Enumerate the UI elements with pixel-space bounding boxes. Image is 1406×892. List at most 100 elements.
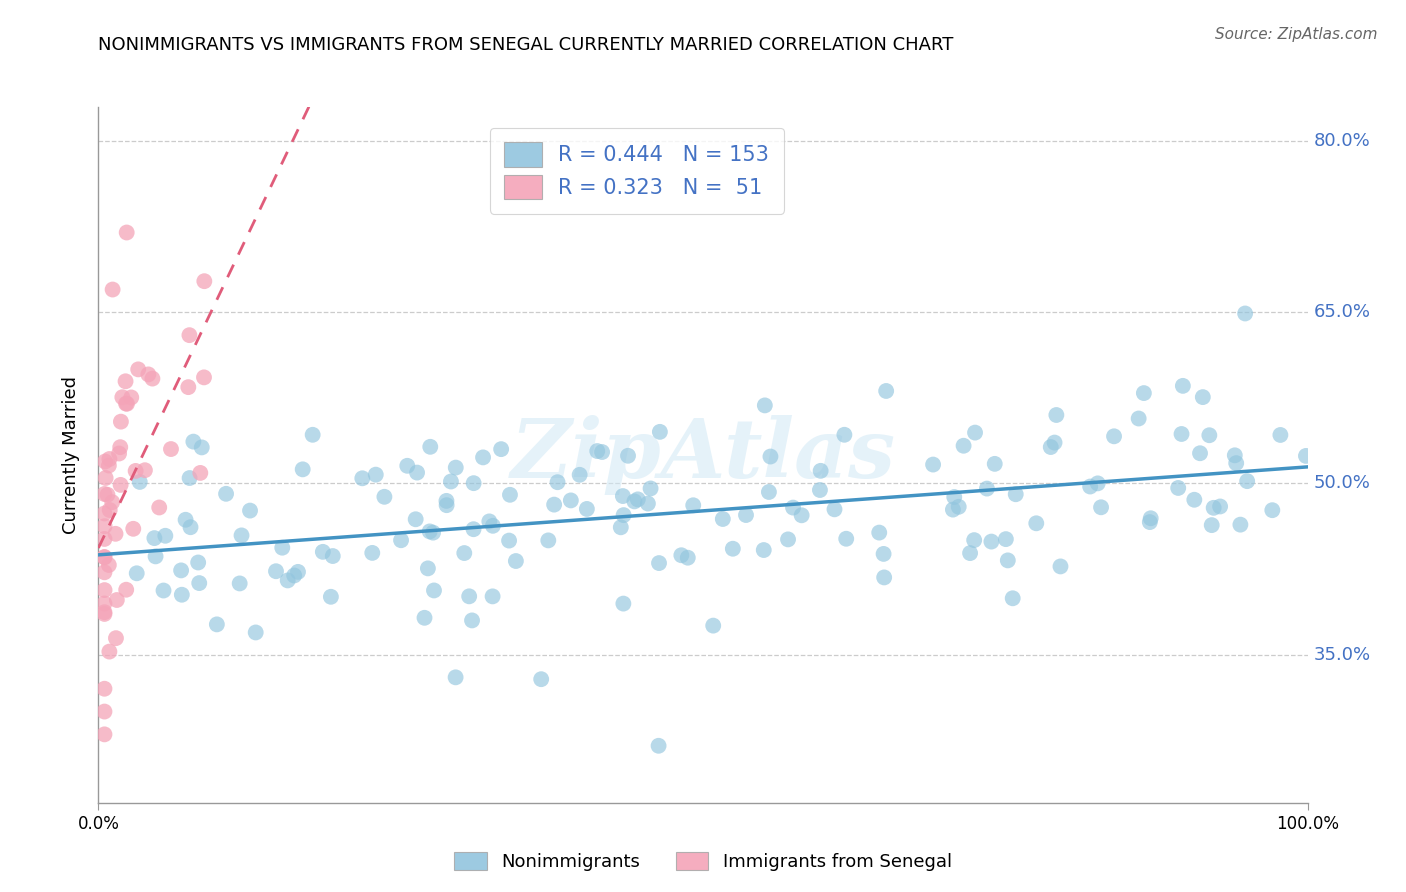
- Point: [170, 588, 193, 602]
- Point: [115, 397, 138, 411]
- Point: [108, 446, 131, 460]
- Point: [735, 508, 758, 522]
- Point: [444, 670, 467, 684]
- Point: [190, 441, 212, 455]
- Point: [277, 574, 299, 588]
- Point: [111, 390, 134, 404]
- Point: [1090, 500, 1112, 515]
- Point: [489, 442, 512, 457]
- Point: [152, 583, 174, 598]
- Point: [1133, 386, 1156, 401]
- Point: [478, 515, 501, 529]
- Point: [530, 672, 553, 686]
- Point: [93, 566, 115, 580]
- Point: [617, 449, 640, 463]
- Text: NONIMMIGRANTS VS IMMIGRANTS FROM SENEGAL CURRENTLY MARRIED CORRELATION CHART: NONIMMIGRANTS VS IMMIGRANTS FROM SENEGAL…: [98, 36, 953, 54]
- Point: [97, 558, 120, 572]
- Point: [702, 618, 724, 632]
- Point: [291, 462, 314, 476]
- Point: [942, 502, 965, 516]
- Point: [93, 550, 115, 565]
- Point: [610, 520, 633, 534]
- Point: [873, 570, 896, 584]
- Point: [183, 434, 205, 449]
- Point: [128, 475, 150, 489]
- Legend: Nonimmigrants, Immigrants from Senegal: Nonimmigrants, Immigrants from Senegal: [447, 845, 959, 879]
- Point: [963, 533, 986, 548]
- Point: [179, 328, 201, 343]
- Point: [1170, 427, 1192, 442]
- Point: [810, 464, 832, 478]
- Point: [93, 487, 115, 501]
- Point: [423, 583, 446, 598]
- Point: [952, 439, 974, 453]
- Point: [124, 464, 146, 478]
- Point: [463, 522, 485, 536]
- Point: [1234, 306, 1257, 320]
- Point: [231, 528, 253, 542]
- Point: [1045, 408, 1067, 422]
- Point: [155, 529, 177, 543]
- Point: [1139, 511, 1161, 525]
- Point: [361, 546, 384, 560]
- Point: [776, 533, 799, 547]
- Point: [364, 467, 387, 482]
- Point: [239, 503, 262, 517]
- Point: [94, 454, 117, 468]
- Point: [1001, 591, 1024, 606]
- Point: [145, 549, 167, 564]
- Point: [591, 445, 613, 459]
- Text: Source: ZipAtlas.com: Source: ZipAtlas.com: [1215, 27, 1378, 42]
- Point: [997, 553, 1019, 567]
- Point: [97, 458, 120, 473]
- Point: [994, 532, 1017, 546]
- Point: [1025, 516, 1047, 531]
- Text: 80.0%: 80.0%: [1313, 132, 1371, 150]
- Point: [1191, 390, 1213, 404]
- Point: [101, 283, 124, 297]
- Point: [187, 556, 209, 570]
- Point: [1261, 503, 1284, 517]
- Point: [963, 425, 986, 440]
- Point: [419, 440, 441, 454]
- Point: [440, 475, 463, 489]
- Point: [463, 476, 485, 491]
- Point: [1049, 559, 1071, 574]
- Point: [122, 522, 145, 536]
- Point: [671, 548, 693, 562]
- Point: [543, 498, 565, 512]
- Point: [373, 490, 395, 504]
- Point: [647, 739, 669, 753]
- Point: [537, 533, 560, 548]
- Point: [868, 525, 890, 540]
- Text: 50.0%: 50.0%: [1313, 475, 1371, 492]
- Point: [980, 534, 1002, 549]
- Point: [110, 478, 132, 492]
- Point: [93, 607, 115, 621]
- Point: [682, 498, 704, 512]
- Point: [1078, 479, 1101, 493]
- Point: [461, 614, 484, 628]
- Point: [115, 396, 138, 410]
- Point: [93, 597, 115, 611]
- Point: [120, 391, 142, 405]
- Point: [93, 705, 115, 719]
- Point: [1167, 481, 1189, 495]
- Point: [127, 362, 149, 376]
- Point: [1270, 428, 1292, 442]
- Point: [472, 450, 495, 465]
- Point: [1128, 411, 1150, 425]
- Point: [1198, 428, 1220, 442]
- Point: [93, 681, 115, 696]
- Point: [283, 568, 305, 582]
- Text: 65.0%: 65.0%: [1313, 303, 1371, 321]
- Point: [141, 371, 163, 385]
- Point: [110, 415, 132, 429]
- Point: [1182, 492, 1205, 507]
- Point: [174, 513, 197, 527]
- Point: [193, 274, 215, 288]
- Point: [245, 625, 267, 640]
- Point: [1223, 448, 1246, 462]
- Point: [560, 493, 582, 508]
- Point: [396, 458, 419, 473]
